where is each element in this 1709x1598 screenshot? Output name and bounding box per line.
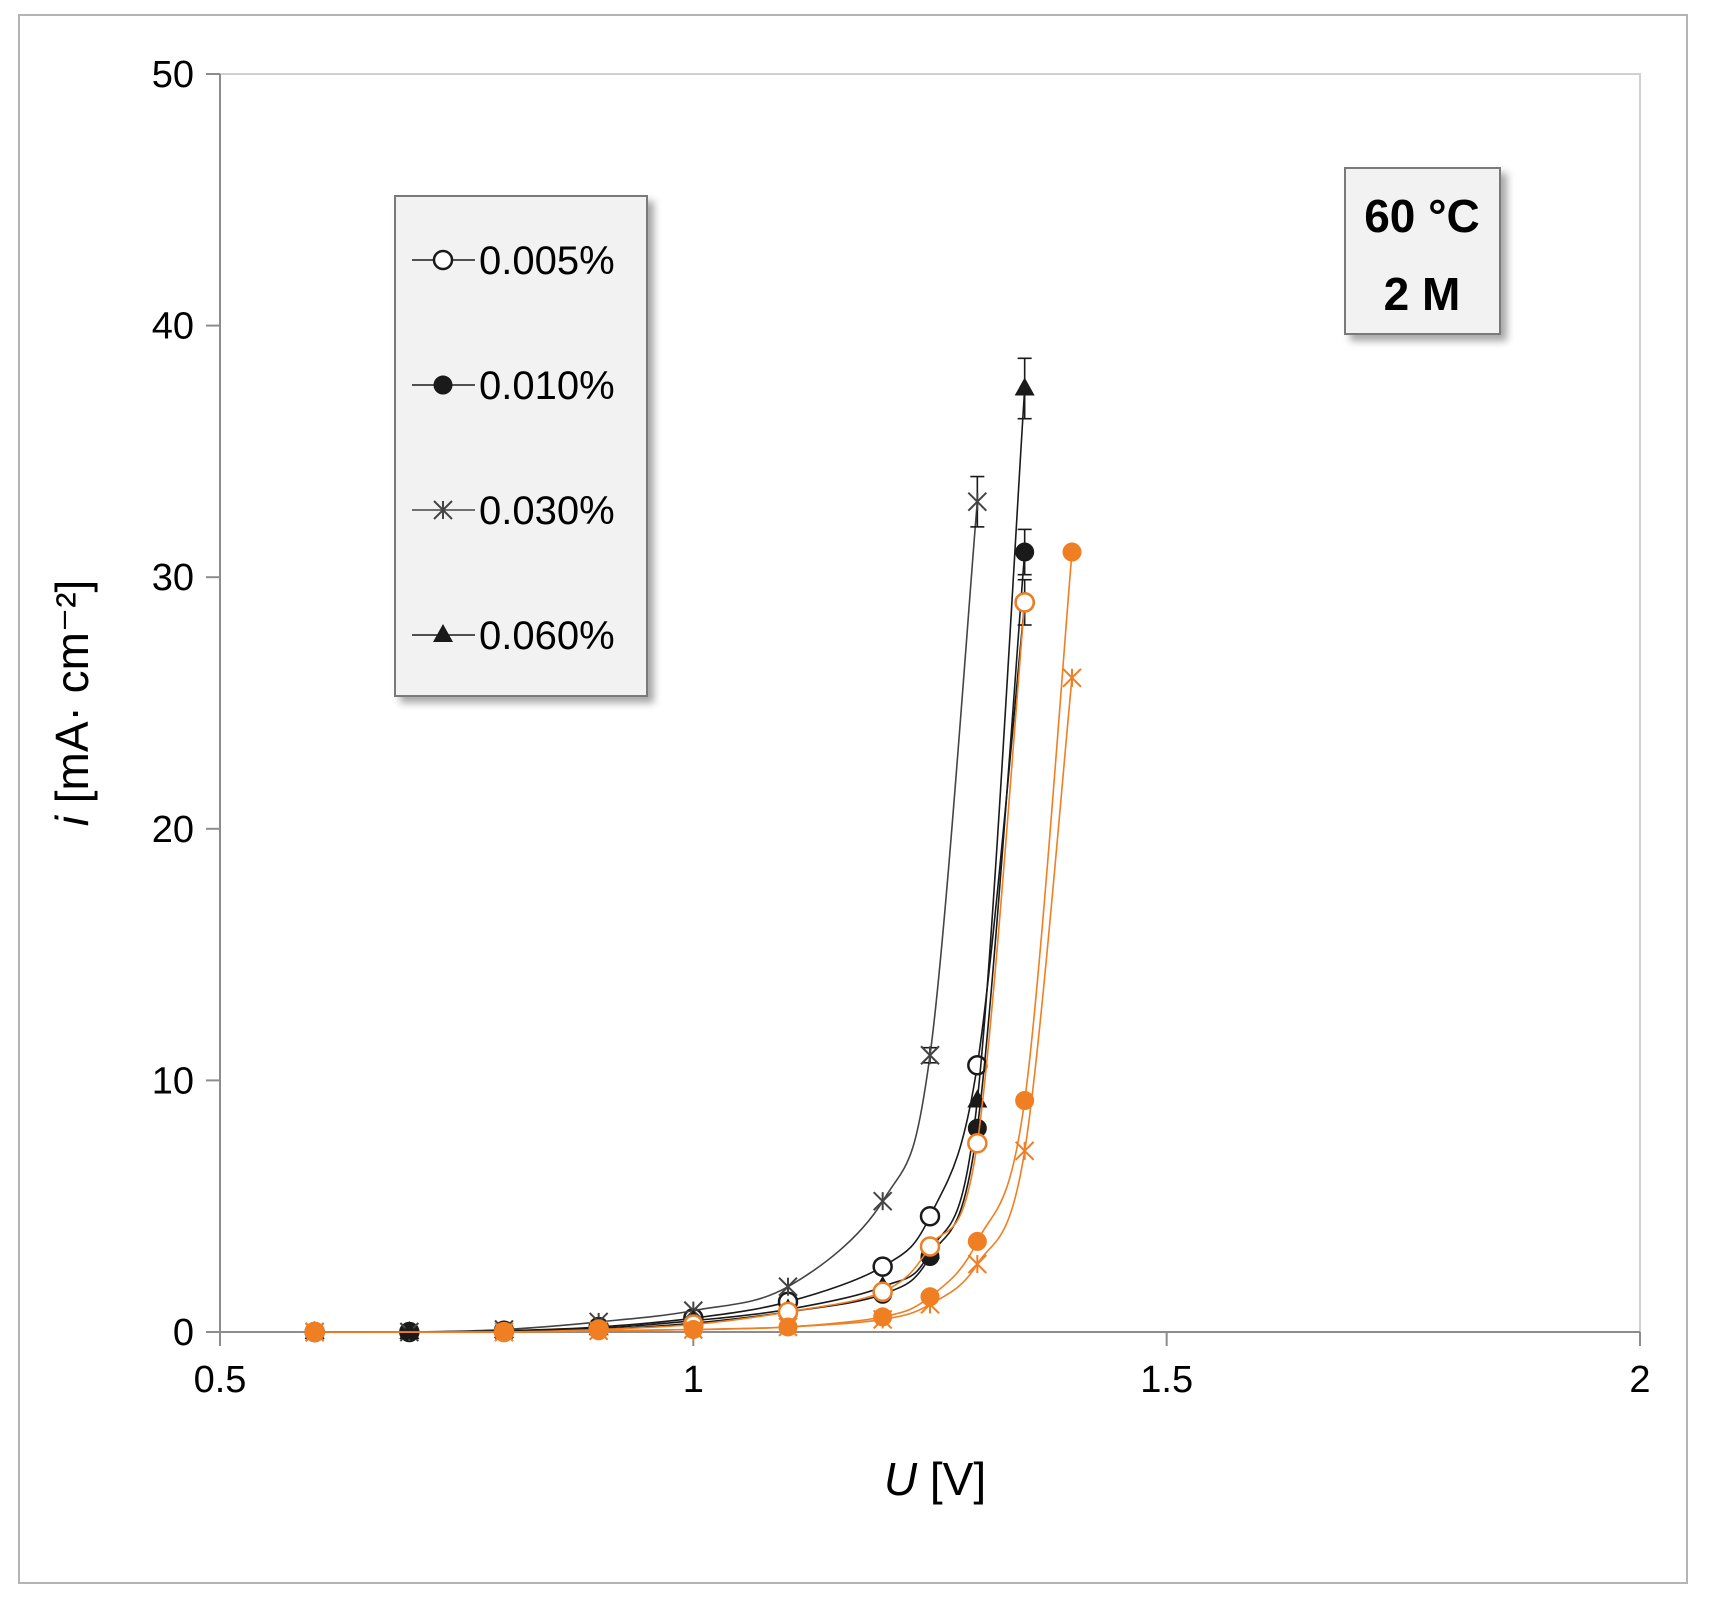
data-point bbox=[778, 1317, 798, 1337]
data-point bbox=[967, 1133, 988, 1154]
data-point bbox=[872, 1256, 893, 1277]
y-tick-label: 10 bbox=[152, 1060, 194, 1102]
legend: 0.005% 0.010% 0.030% 0.060% bbox=[394, 195, 648, 697]
data-point bbox=[1014, 377, 1035, 396]
data-point bbox=[399, 1321, 420, 1339]
legend-marker bbox=[433, 500, 453, 520]
data-point bbox=[967, 492, 988, 512]
y-tick-label: 50 bbox=[152, 54, 194, 96]
y-axis-title: i [mA· cm⁻²] bbox=[46, 580, 98, 827]
legend-marker bbox=[433, 624, 453, 642]
legend-item: 0.030% bbox=[412, 489, 615, 533]
x-tick-label: 0.5 bbox=[194, 1359, 247, 1401]
legend-label: 0.030% bbox=[479, 489, 615, 533]
data-point bbox=[872, 1309, 893, 1330]
condition-annotation: 60 °C 2 M bbox=[1344, 167, 1501, 335]
series-6 bbox=[304, 668, 1082, 1342]
series-layer bbox=[304, 357, 1082, 1343]
series-line bbox=[314, 677, 1073, 1333]
data-point bbox=[1014, 592, 1035, 613]
y-tick-label: 30 bbox=[152, 557, 194, 599]
data-point bbox=[683, 1319, 704, 1340]
data-point bbox=[1014, 1141, 1035, 1161]
data-point bbox=[919, 1236, 941, 1257]
legend-item: 0.010% bbox=[412, 364, 615, 408]
data-point bbox=[778, 1277, 798, 1297]
data-point bbox=[588, 1321, 609, 1341]
y-tick-label: 0 bbox=[173, 1312, 194, 1354]
annotation-box bbox=[1344, 167, 1501, 335]
y-tick-label: 20 bbox=[152, 809, 194, 851]
legend-marker bbox=[433, 375, 453, 395]
data-point bbox=[920, 1045, 940, 1065]
x-tick-label: 2 bbox=[1629, 1359, 1650, 1401]
x-tick-label: 1.5 bbox=[1140, 1359, 1193, 1401]
legend-item: 0.005% bbox=[412, 239, 615, 283]
legend-label: 0.010% bbox=[479, 364, 615, 408]
data-point bbox=[967, 1231, 987, 1251]
legend-box bbox=[394, 195, 648, 697]
legend-label: 0.005% bbox=[479, 239, 615, 283]
data-point bbox=[872, 1281, 893, 1302]
data-point bbox=[967, 1254, 988, 1274]
data-point bbox=[304, 1322, 325, 1342]
data-point bbox=[1062, 668, 1082, 688]
y-tick-label: 40 bbox=[152, 306, 194, 348]
data-point bbox=[1062, 542, 1082, 562]
x-tick-label: 1 bbox=[683, 1359, 704, 1401]
annotation-temperature: 60 °C bbox=[1364, 190, 1480, 242]
data-point bbox=[919, 1206, 941, 1227]
data-point bbox=[494, 1322, 514, 1342]
legend-item: 0.060% bbox=[412, 614, 615, 658]
data-point bbox=[1015, 542, 1035, 562]
legend-marker bbox=[432, 249, 454, 271]
data-point bbox=[920, 1294, 940, 1315]
data-point bbox=[872, 1191, 893, 1211]
legend-label: 0.060% bbox=[479, 614, 615, 658]
legend-items: 0.005% 0.010% 0.030% 0.060% bbox=[412, 239, 615, 658]
data-point bbox=[1015, 1091, 1035, 1111]
annotation-concentration: 2 M bbox=[1384, 268, 1461, 320]
x-axis-title: U [V] bbox=[884, 1453, 986, 1505]
